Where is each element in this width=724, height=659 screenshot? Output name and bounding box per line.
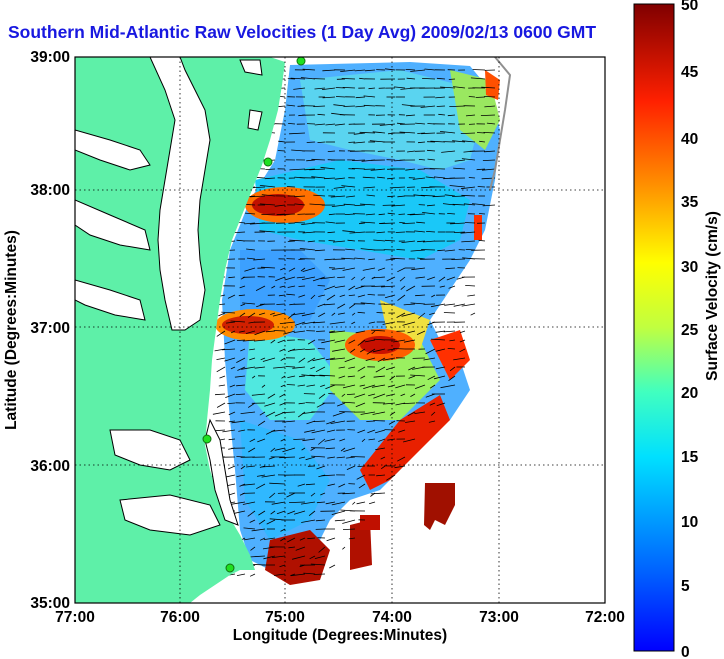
colorbar-tick: 20 <box>681 385 698 402</box>
colorbar-label: Surface Velocity (cm/s) <box>704 211 721 381</box>
lon-tick: 72:00 <box>585 609 625 626</box>
colorbar-tick: 15 <box>681 449 699 466</box>
lat-tick: 37:00 <box>30 320 70 337</box>
lat-tick: 38:00 <box>30 182 70 199</box>
station-marker <box>263 157 273 167</box>
lat-tick-labels: 39:00 38:00 37:00 36:00 35:00 <box>30 49 70 612</box>
lon-tick: 77:00 <box>55 609 95 626</box>
y-axis-label: Latitude (Degrees:Minutes) <box>3 230 20 430</box>
colorbar-tick: 30 <box>681 259 698 276</box>
lat-tick: 36:00 <box>30 458 70 475</box>
coastline-outer <box>489 57 512 191</box>
colorbar <box>633 3 675 652</box>
lon-tick: 73:00 <box>479 609 519 626</box>
plot-title: Southern Mid-Atlantic Raw Velocities (1 … <box>8 22 597 42</box>
station-marker <box>202 434 212 444</box>
colorbar-tick: 50 <box>681 0 698 14</box>
colorbar-tick: 45 <box>681 64 699 81</box>
lon-tick: 76:00 <box>160 609 200 626</box>
plot-frame <box>74 56 606 604</box>
grid <box>75 57 605 603</box>
colorbar-ticks: 50 45 40 35 30 25 20 15 10 5 0 <box>681 0 699 659</box>
colorbar-tick: 10 <box>681 514 698 531</box>
station-marker <box>225 563 235 573</box>
lon-tick: 74:00 <box>372 609 412 626</box>
colorbar-tick: 5 <box>681 578 690 595</box>
lat-tick: 35:00 <box>30 595 70 612</box>
colorbar-tick: 25 <box>681 322 699 339</box>
colorbar-tick: 0 <box>681 644 690 659</box>
x-axis-label: Longitude (Degrees:Minutes) <box>233 627 447 644</box>
lat-tick: 39:00 <box>30 49 70 66</box>
station-markers <box>202 56 306 573</box>
lon-tick: 75:00 <box>265 609 305 626</box>
lon-tick-labels: 77:00 76:00 75:00 74:00 73:00 72:00 <box>55 609 625 626</box>
station-marker <box>296 56 306 66</box>
colorbar-tick: 35 <box>681 194 699 211</box>
colorbar-tick: 40 <box>681 131 698 148</box>
